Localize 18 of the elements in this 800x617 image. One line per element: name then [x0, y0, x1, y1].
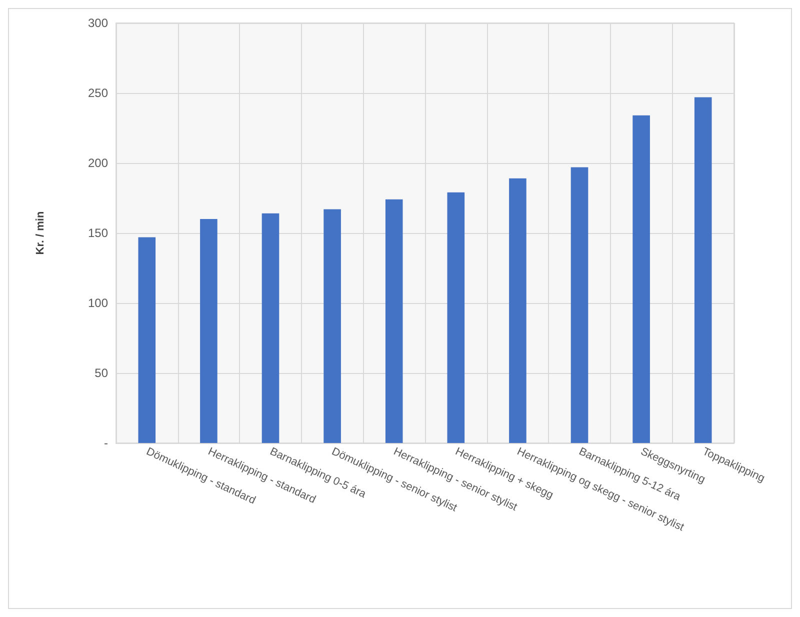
bar [200, 219, 218, 443]
bar [262, 213, 280, 443]
y-tick-label: 300 [88, 16, 108, 30]
bar [509, 178, 526, 443]
bar [138, 237, 156, 443]
y-tick-label: 100 [88, 296, 108, 310]
y-tick-label: 50 [94, 366, 108, 380]
bar [570, 167, 588, 443]
y-tick-label: 150 [88, 226, 108, 240]
y-tick-label: - [104, 436, 108, 450]
bar [632, 115, 650, 443]
y-axis-title: Kr. / min [34, 211, 46, 255]
bar [694, 97, 712, 443]
y-tick-label: 250 [88, 86, 108, 100]
bar [447, 192, 465, 443]
bar [385, 199, 403, 443]
bar [324, 209, 341, 443]
y-tick-label: 200 [88, 156, 108, 170]
